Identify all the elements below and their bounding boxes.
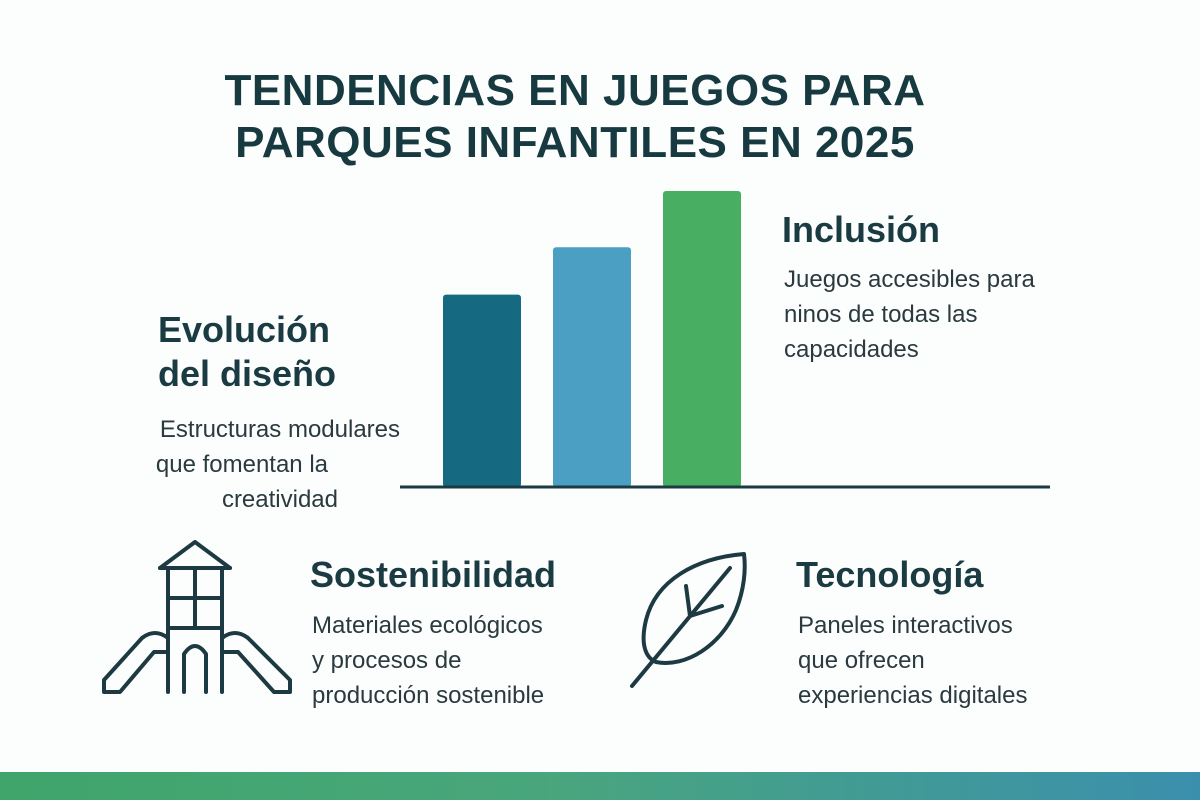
sostenibilidad-desc-line-1: Materiales ecológicos [312,612,543,639]
evolucion-heading-line-1: Evolución [158,309,331,350]
trend-bar-1 [443,294,521,487]
trend-bar-2 [553,247,631,487]
evolucion-desc-line-3: creatividad [221,486,338,513]
sostenibilidad-desc-line-2: y procesos de [312,647,462,674]
playground-tower-slide-icon [102,540,292,694]
sostenibilidad-desc-line-3: producción sostenible [312,682,545,709]
evolucion-heading: Evolución del diseño [158,308,336,396]
page-title-line-1: TENDENCIAS EN JUEGOS PARA [224,66,926,116]
inclusion-desc-line-3: capacidades [784,336,919,363]
inclusion-heading: Inclusión [782,209,941,250]
tecnologia-desc-line-3: experiencias digitales [798,682,1028,709]
footer-gradient-band [0,772,1200,800]
sostenibilidad-heading: Sostenibilidad [310,554,557,595]
tecnologia-description: Paneles interactivos que ofrecen experie… [798,608,1027,713]
inclusion-description: Juegos accesibles para ninos de todas la… [784,262,1035,367]
tecnologia-desc-line-2: que ofrecen [798,647,925,674]
page-title: TENDENCIAS EN JUEGOS PARA PARQUES INFANT… [0,65,1150,169]
trend-bar-3 [663,191,741,487]
tecnologia-heading: Tecnología [796,554,984,595]
leaf-icon [630,552,747,688]
tecnologia-desc-line-1: Paneles interactivos [798,612,1013,639]
page-title-line-2: PARQUES INFANTILES EN 2025 [235,118,915,168]
evolucion-heading-line-2: del diseño [158,353,337,394]
inclusion-desc-line-1: Juegos accesibles para [784,266,1035,293]
evolucion-desc-line-2: que fomentan la [155,451,328,478]
inclusion-desc-line-2: ninos de todas las [784,301,978,328]
evolucion-description: Estructuras modulares que fomentan la cr… [100,412,400,517]
sostenibilidad-description: Materiales ecológicos y procesos de prod… [312,608,544,713]
evolucion-desc-line-1: Estructuras modulares [159,416,400,443]
